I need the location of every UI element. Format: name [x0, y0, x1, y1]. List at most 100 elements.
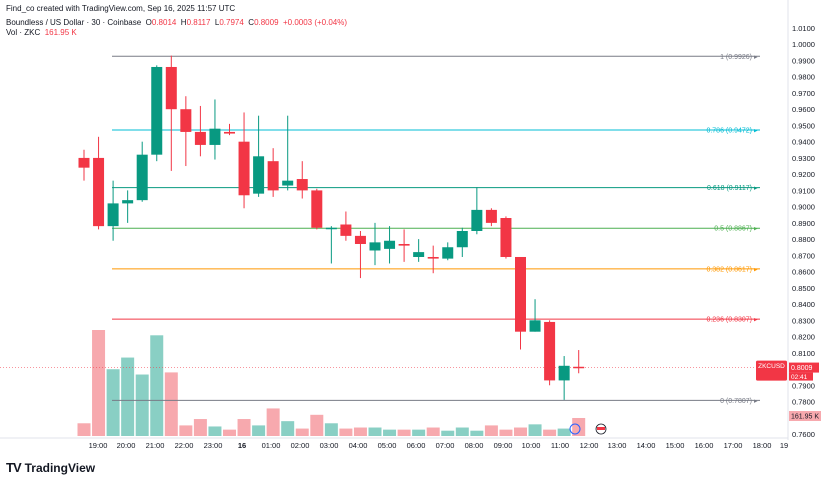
volume-label[interactable]: Vol · ZKC	[6, 28, 41, 37]
fib-arrow-icon: ▸	[754, 398, 758, 405]
candle-body	[151, 66, 163, 155]
y-tick-label: 0.8700	[792, 251, 815, 260]
close-value: 0.8009	[254, 18, 279, 27]
x-tick-label: 02:00	[291, 441, 310, 450]
candle-body	[369, 242, 381, 251]
alert-icon	[569, 423, 581, 435]
y-tick-label: 0.9000	[792, 203, 815, 212]
candle-body	[340, 224, 352, 236]
fib-arrow-icon: ▸	[754, 226, 758, 233]
fib-label-0-382: 0.382 (0.8617)	[706, 266, 752, 273]
y-tick-label: 0.9300	[792, 154, 815, 163]
candle-body	[427, 256, 439, 259]
volume-bar	[441, 430, 455, 436]
volume-bar	[455, 427, 469, 436]
candle-body	[456, 231, 468, 248]
y-tick-label: 0.8600	[792, 268, 815, 277]
candle-body	[544, 321, 556, 381]
x-tick-label: 17:00	[724, 441, 743, 450]
x-tick-label: 08:00	[465, 441, 484, 450]
candle-body	[136, 154, 148, 201]
x-tick-label: 07:00	[436, 441, 455, 450]
y-tick-label: 0.8300	[792, 316, 815, 325]
x-tick-label: 16	[238, 441, 246, 450]
volume-bar	[179, 425, 193, 436]
volume-bar	[266, 408, 280, 436]
candle-body	[471, 209, 483, 231]
volume-bar	[412, 429, 426, 436]
x-tick-label: 06:00	[407, 441, 426, 450]
flag-icon-stripe	[597, 427, 605, 430]
tradingview-logo-text: TradingView	[24, 460, 96, 475]
x-tick-label: 13:00	[608, 441, 627, 450]
created-by-text: Find_co created with TradingView.com, Se…	[6, 4, 236, 13]
price-marker-box	[756, 360, 787, 381]
candle-body	[529, 320, 541, 332]
open-label: O	[145, 18, 152, 27]
y-tick-label: 0.8400	[792, 300, 815, 309]
price-axis-marker-value: 0.8009	[791, 365, 813, 372]
low-value: 0.7974	[219, 18, 244, 27]
countdown-box	[789, 372, 813, 381]
volume-bar	[150, 335, 164, 436]
volume-legend: Vol · ZKC 161.95 K	[6, 28, 77, 37]
fib-arrow-icon: ▸	[754, 317, 758, 324]
volume-bar	[397, 429, 411, 436]
fib-arrow-icon: ▸	[754, 54, 758, 61]
y-tick-label: 1.0000	[792, 40, 815, 49]
candle-body	[442, 247, 454, 259]
x-tick-label: 10:00	[522, 441, 541, 450]
volume-bar	[193, 419, 207, 436]
candle-body	[354, 235, 366, 244]
x-tick-label: 12:00	[580, 441, 599, 450]
x-tick-label: 04:00	[349, 441, 368, 450]
volume-bar	[324, 423, 338, 436]
y-tick-label: 1.0100	[792, 24, 815, 33]
close-label: C	[248, 18, 255, 27]
candle-body	[558, 365, 570, 381]
low-label: L	[214, 18, 220, 27]
y-tick-label: 0.9400	[792, 138, 815, 147]
y-tick-label: 0.9600	[792, 105, 815, 114]
candle-body	[180, 109, 192, 132]
y-tick-label: 0.8500	[792, 284, 815, 293]
fib-arrow-icon: ▸	[754, 127, 758, 134]
volume-axis-marker-value: 161.95 K	[791, 414, 819, 421]
candle-body	[165, 66, 177, 110]
volume-bar	[208, 426, 222, 436]
volume-bar	[295, 428, 309, 436]
y-tick-label: 0.8900	[792, 219, 815, 228]
volume-bar	[164, 372, 178, 436]
y-tick-label: 0.7600	[792, 430, 815, 439]
candle-body	[282, 180, 294, 186]
fib-label-0-236: 0.236 (0.8307)	[706, 317, 752, 324]
symbol-label[interactable]: Boundless / US Dollar · 30 · Coinbase	[6, 18, 142, 27]
x-tick-label: 14:00	[637, 441, 656, 450]
fib-label-0-618: 0.618 (0.9117)	[707, 185, 752, 192]
volume-bar	[135, 374, 149, 436]
open-value: 0.8014	[151, 18, 177, 27]
candle-body	[194, 131, 206, 145]
volume-bar	[572, 417, 586, 436]
price-axis-marker-box	[789, 362, 819, 373]
change-value: +0.0003 (+0.04%)	[282, 18, 348, 27]
price-marker-ticker: ZKCUSD	[758, 363, 785, 370]
volume-bar	[383, 429, 397, 436]
volume-bar	[281, 421, 295, 436]
y-tick-label: 0.9500	[792, 121, 815, 130]
volume-axis-marker-box	[789, 411, 821, 421]
volume-bar	[353, 427, 367, 436]
candle-body	[253, 156, 265, 194]
fib-label-1: 1 (0.9926)	[720, 54, 752, 61]
candle-body	[267, 161, 279, 191]
y-tick-label: 0.7800	[792, 398, 815, 407]
candle-body	[224, 131, 235, 134]
x-tick-label: 22:00	[175, 441, 194, 450]
fib-label-0-5: 0.5 (0.8867)	[714, 226, 752, 233]
volume-bar	[470, 430, 484, 436]
volume-bar	[310, 414, 324, 436]
ohlc-legend: Boundless / US Dollar · 30 · Coinbase O0…	[6, 18, 347, 27]
tradingview-logo[interactable]: TV TradingView	[6, 460, 95, 475]
candle-body	[238, 141, 250, 196]
